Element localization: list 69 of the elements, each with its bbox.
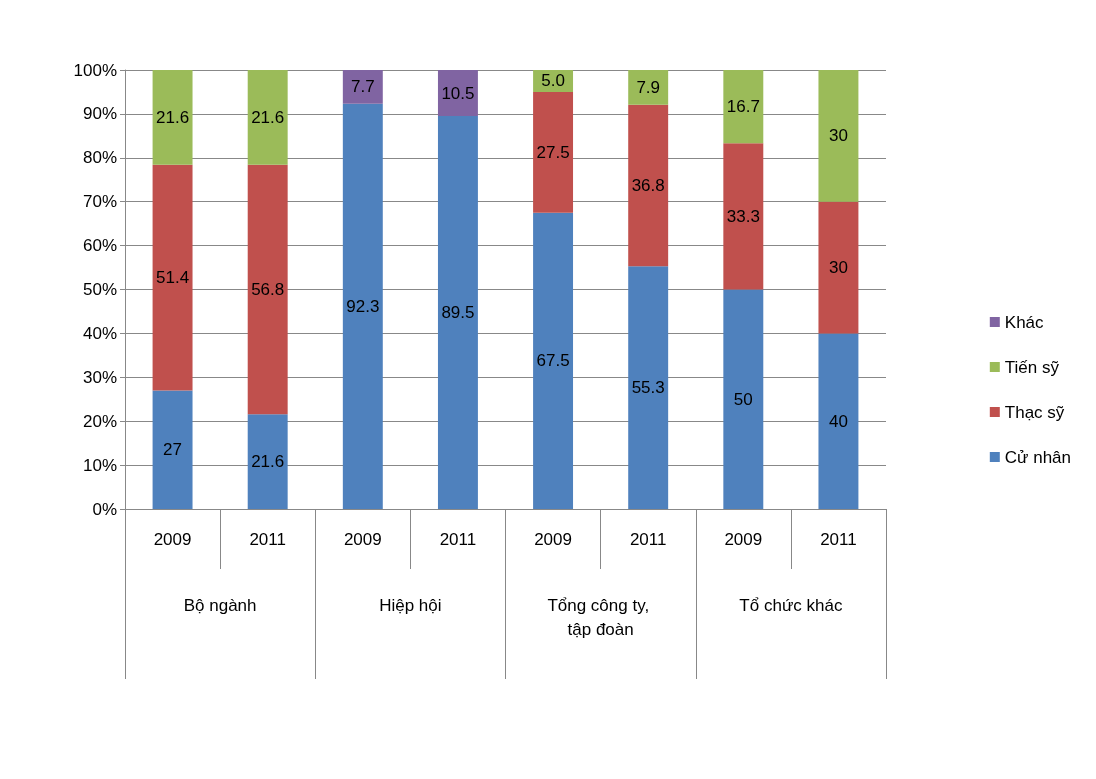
bar — [723, 70, 764, 144]
data-label: 55.3 — [631, 378, 665, 398]
data-label: 89.5 — [441, 303, 475, 323]
y-tick-label: 70% — [82, 192, 117, 212]
data-label: 67.5 — [536, 351, 570, 371]
y-tick-label: 20% — [82, 411, 117, 431]
data-label: 21.6 — [251, 452, 285, 472]
bar — [152, 70, 193, 165]
y-tick-label: 100% — [73, 60, 117, 80]
data-label: 92.3 — [346, 296, 380, 316]
y-tick-label: 10% — [82, 455, 117, 475]
bar — [437, 116, 478, 509]
x-tick-label: 2011 — [439, 530, 477, 549]
bar — [818, 201, 859, 334]
data-label: 40 — [828, 411, 848, 431]
text: Hiệp hội — [379, 595, 442, 615]
data-label: 21.6 — [156, 107, 190, 127]
y-tick-label: 0% — [92, 499, 117, 519]
data-label: 51.4 — [156, 268, 190, 288]
data-label: 27 — [163, 440, 183, 460]
bar — [342, 103, 383, 509]
data-label: 50 — [733, 389, 753, 409]
data-label: 5.0 — [541, 71, 565, 91]
data-label: 7.7 — [350, 77, 375, 97]
y-tick-label: 40% — [82, 323, 117, 343]
data-label: 10.5 — [441, 83, 475, 103]
text: Bộ ngành — [183, 595, 257, 615]
bar — [723, 289, 764, 509]
bar — [342, 70, 383, 104]
bar — [628, 70, 669, 105]
y-tick-label: 60% — [82, 236, 117, 256]
legend-label: Tiến sỹ — [1004, 357, 1060, 377]
bar — [247, 70, 288, 165]
data-label: 33.3 — [726, 206, 760, 226]
bar — [247, 414, 288, 509]
x-tick-label: 2011 — [629, 530, 667, 549]
bar — [533, 212, 574, 509]
text: Tổ chức khác — [739, 595, 843, 615]
text: Tổng công ty, tập đoàn — [547, 595, 654, 639]
bar — [818, 70, 859, 202]
data-label: 21.6 — [251, 107, 285, 127]
y-tick-label: 80% — [82, 148, 117, 168]
x-tick-label: 2011 — [820, 530, 857, 549]
x-tick-label: 2009 — [724, 530, 763, 549]
bar — [723, 143, 764, 290]
data-label: 56.8 — [251, 280, 285, 299]
legend-label: Thạc sỹ — [1004, 402, 1065, 422]
data-label: 36.8 — [631, 175, 665, 195]
y-tick-label: 50% — [82, 280, 117, 299]
x-tick-label: 2009 — [343, 530, 382, 549]
x-tick-label: 2009 — [153, 530, 192, 549]
data-label: 27.5 — [536, 142, 570, 162]
bar — [818, 333, 859, 509]
x-tick-label: 2009 — [534, 530, 572, 549]
y-tick-label: 90% — [82, 104, 117, 124]
bar — [152, 164, 193, 391]
data-label: 16.7 — [726, 97, 760, 117]
bar — [628, 104, 669, 267]
data-label: 30 — [828, 258, 848, 278]
x-tick-label: 2011 — [249, 530, 286, 549]
bar — [533, 91, 574, 213]
bar — [628, 266, 669, 509]
data-label: 30 — [828, 126, 848, 146]
bar — [152, 390, 193, 509]
bar — [247, 164, 288, 415]
y-tick-label: 30% — [82, 367, 117, 387]
data-label: 7.9 — [636, 77, 661, 97]
legend-label: Cử nhân — [1004, 447, 1071, 467]
legend-label: Khác — [1004, 312, 1045, 332]
